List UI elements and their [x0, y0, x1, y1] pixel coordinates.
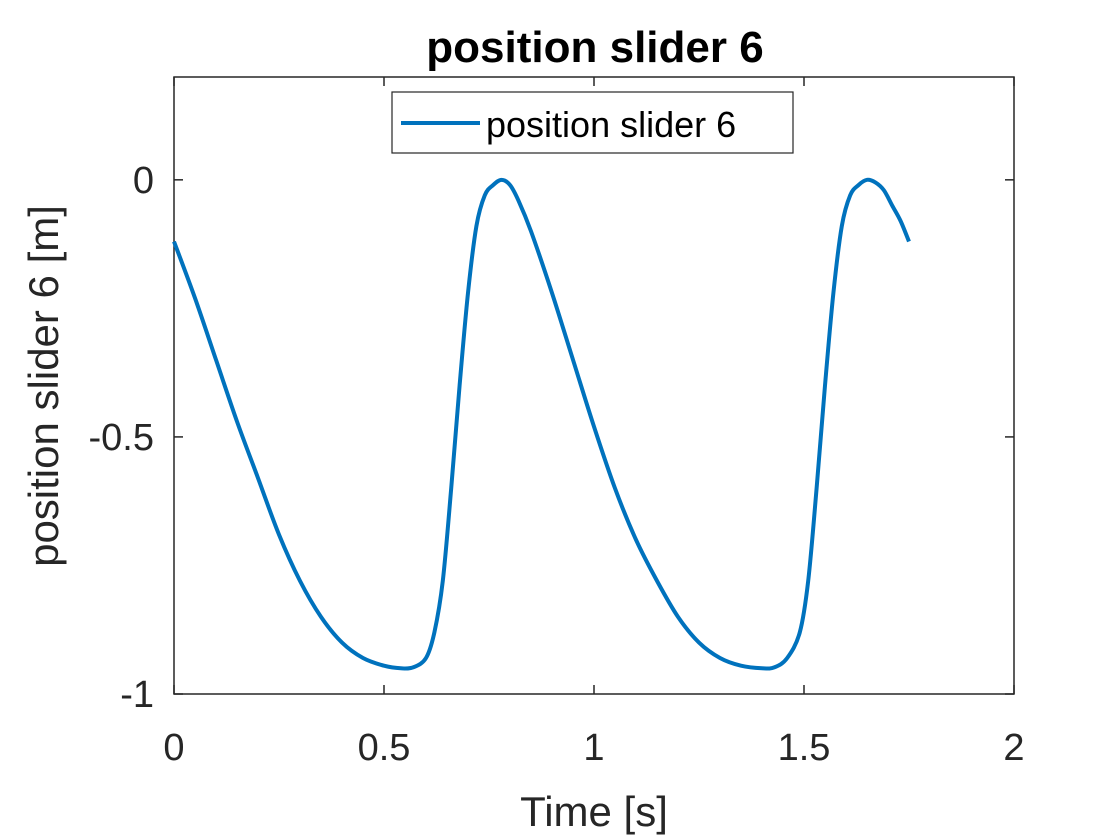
- legend-entry: position slider 6: [486, 104, 736, 145]
- x-axis-label: Time [s]: [520, 788, 668, 835]
- plot-area: 0 0.5 1 1.5 2 -1 -0.5 0: [89, 76, 1025, 769]
- y-tick-label: -0.5: [89, 417, 154, 459]
- x-tick-label: 1.5: [778, 727, 831, 769]
- x-tick-label: 2: [1003, 727, 1024, 769]
- y-axis-label: position slider 6 [m]: [20, 205, 67, 567]
- y-tick-label: 0: [133, 160, 154, 202]
- x-tick-label: 1: [583, 727, 604, 769]
- chart-title: position slider 6: [426, 23, 763, 72]
- y-ticks: -1 -0.5 0: [89, 160, 1014, 716]
- series-line-0: [172, 177, 911, 671]
- legend: position slider 6: [391, 91, 794, 154]
- x-ticks: 0 0.5 1 1.5 2: [163, 77, 1025, 769]
- axes-box: [173, 76, 1015, 695]
- series-group: [172, 177, 911, 671]
- x-tick-label: 0.5: [358, 727, 411, 769]
- y-tick-label: -1: [120, 674, 154, 716]
- x-tick-label: 0: [163, 727, 184, 769]
